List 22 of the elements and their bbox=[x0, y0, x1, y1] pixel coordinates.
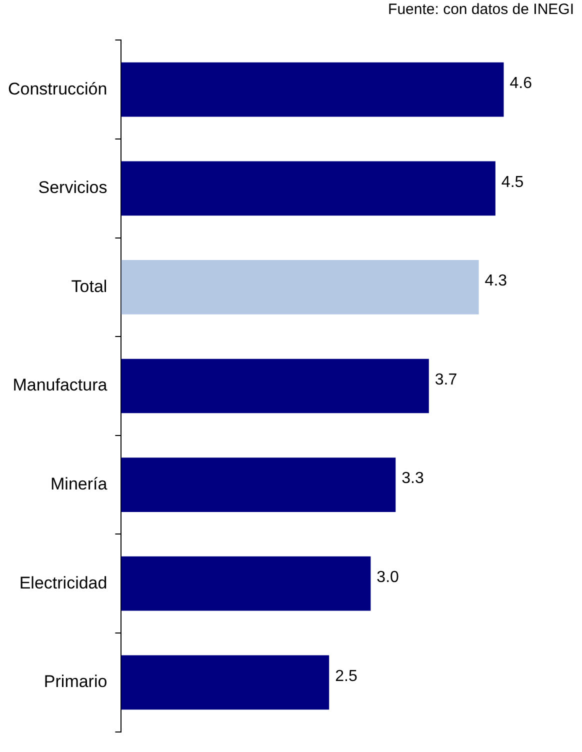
bar bbox=[121, 655, 330, 710]
y-tick-label: Construcción bbox=[8, 79, 108, 98]
bar bbox=[121, 260, 479, 314]
y-tick-label: Servicios bbox=[38, 178, 108, 198]
y-tick-label: Primario bbox=[44, 672, 108, 692]
y-tick-label: Total bbox=[71, 276, 108, 296]
y-tick-label: Minería bbox=[50, 474, 108, 494]
bar bbox=[121, 556, 371, 611]
bar bbox=[121, 458, 396, 512]
data-label: 2.5 bbox=[335, 668, 358, 685]
bar bbox=[121, 161, 496, 216]
data-label: 3.3 bbox=[402, 470, 424, 488]
data-label: 3.0 bbox=[376, 569, 400, 586]
data-label: 4.5 bbox=[501, 174, 524, 191]
bar bbox=[121, 358, 429, 414]
data-label: 4.3 bbox=[484, 272, 508, 290]
data-label: 4.6 bbox=[510, 75, 532, 92]
data-label: 3.7 bbox=[434, 371, 458, 388]
y-tick-label: Manufactura bbox=[12, 376, 108, 395]
source-note: Fuente: con datos de INEGI bbox=[387, 0, 575, 20]
bar bbox=[121, 62, 504, 117]
y-tick-label: Electricidad bbox=[19, 573, 108, 592]
